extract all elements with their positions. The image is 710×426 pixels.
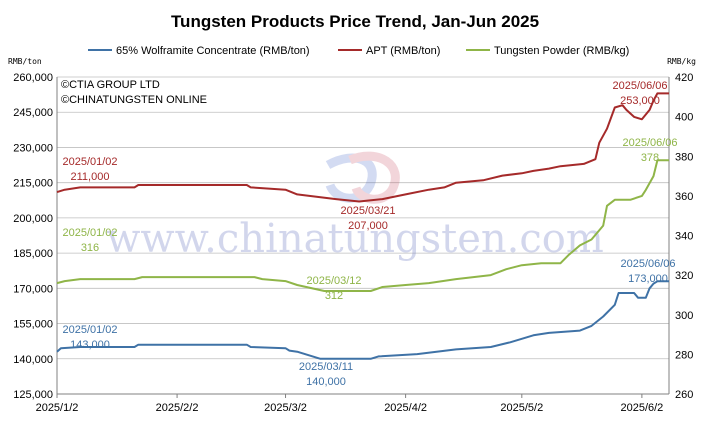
annotation-value: 173,000 [628, 273, 668, 285]
annotation-value: 312 [325, 290, 343, 302]
copyright-line-1: ©CTIA GROUP LTD [61, 79, 160, 91]
y-left-tick-label: 230,000 [13, 142, 53, 154]
y-left-tick-label: 140,000 [13, 354, 53, 366]
annotation-date: 2025/06/06 [612, 80, 667, 92]
annotation-value: 140,000 [306, 376, 346, 388]
annotation-date: 2025/01/02 [62, 227, 117, 239]
x-tick-label: 2025/5/2 [500, 402, 543, 414]
y-right-tick-label: 280 [675, 349, 693, 361]
watermark-logo [325, 151, 400, 204]
y-left-tick-label: 215,000 [13, 178, 53, 190]
legend-label: APT (RMB/ton) [366, 45, 440, 57]
y-right-tick-label: 320 [675, 270, 693, 282]
annotation-value: 211,000 [71, 171, 110, 183]
copyright-notice: ©CTIA GROUP LTD ©CHINATUNGSTEN ONLINE [61, 79, 207, 106]
y-right-tick-label: 380 [675, 151, 693, 163]
legend: 65% Wolframite Concentrate (RMB/ton) APT … [88, 45, 629, 57]
y-left-tick-label: 155,000 [13, 319, 53, 331]
annotation-value: 143,000 [70, 339, 110, 351]
series-line [56, 92, 669, 203]
annotations: 2025/01/02 211,000 2025/03/21 207,000 2025/0… [62, 80, 677, 388]
annotation-date: 2025/06/06 [620, 258, 675, 270]
series-line [56, 280, 669, 360]
annotation-date: 2025/06/06 [622, 137, 677, 149]
left-axis-unit: RMB/ton [8, 57, 42, 66]
x-tick-label: 2025/1/2 [36, 402, 79, 414]
y-left-tick-label: 185,000 [13, 248, 53, 260]
y-left-tick-label: 200,000 [13, 213, 53, 225]
chart-title: Tungsten Products Price Trend, Jan-Jun 2… [171, 12, 539, 31]
annotation-date: 2025/01/02 [62, 156, 117, 168]
legend-label: Tungsten Powder (RMB/kg) [494, 45, 629, 57]
series-line [56, 159, 669, 292]
x-tick-label: 2025/2/2 [156, 402, 199, 414]
annotation-value: 253,000 [620, 95, 660, 107]
watermark: www.chinatungsten.com [106, 151, 604, 262]
watermark-text: www.chinatungsten.com [106, 216, 604, 262]
grid [57, 76, 669, 360]
y-right-tick-label: 340 [675, 231, 693, 243]
x-tick-label: 2025/3/2 [264, 402, 307, 414]
annotation-date: 2025/01/02 [62, 324, 117, 336]
y-left-tick-label: 260,000 [13, 72, 53, 84]
y-right-tick-label: 400 [675, 112, 693, 124]
y-left-tick-label: 170,000 [13, 283, 53, 295]
annotation-date: 2025/03/12 [306, 275, 361, 287]
x-tick-label: 2025/4/2 [384, 402, 427, 414]
x-tick-label: 2025/6/2 [620, 402, 663, 414]
y-right-tick-label: 360 [675, 191, 693, 203]
y-right-tick-label: 260 [675, 389, 693, 401]
series-lines [56, 92, 669, 360]
annotation-date: 2025/03/21 [340, 205, 395, 217]
y-left-tick-label: 125,000 [13, 389, 53, 401]
legend-label: 65% Wolframite Concentrate (RMB/ton) [116, 45, 310, 57]
right-axis-unit: RMB/kg [667, 57, 696, 66]
y-left-tick-label: 245,000 [13, 107, 53, 119]
annotation-value: 207,000 [348, 220, 388, 232]
axes: 125,000 140,000 155,000 170,000 185,000 200,0… [13, 72, 693, 414]
annotation-date: 2025/03/11 [299, 361, 353, 373]
annotation-value: 378 [641, 152, 659, 164]
y-right-tick-label: 300 [675, 310, 693, 322]
annotation-value: 316 [81, 242, 99, 254]
copyright-line-2: ©CHINATUNGSTEN ONLINE [61, 94, 207, 106]
y-right-tick-label: 420 [675, 72, 693, 84]
